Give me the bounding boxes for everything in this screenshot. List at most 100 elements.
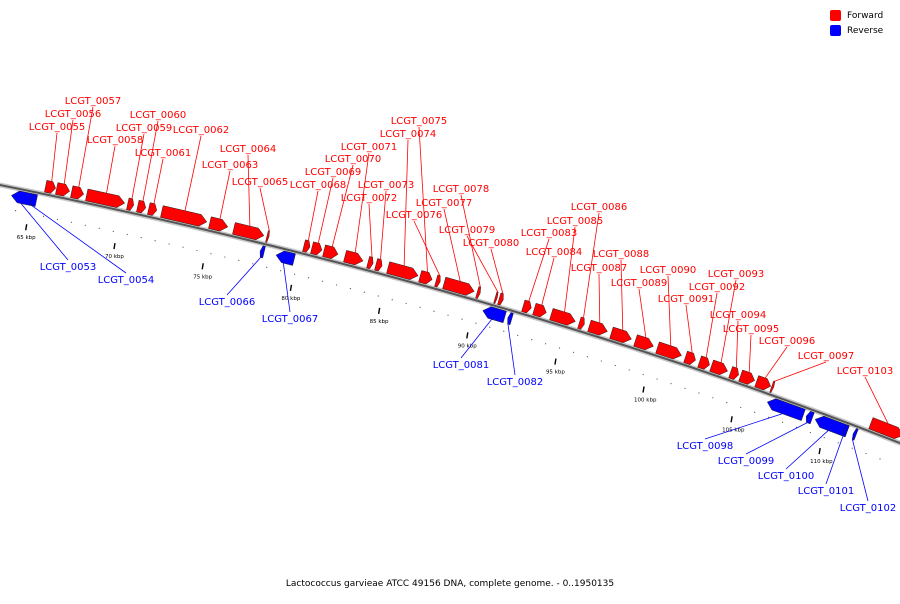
scale-dot [42,215,45,217]
gene-arrow [805,410,815,425]
gene-arrow [442,276,475,296]
axis-tick-mark [113,242,116,250]
gene-label: LCGT_0058 [87,135,144,146]
gene-leader-line [528,238,550,302]
gene-label: LCGT_0056 [45,109,102,120]
scale-dot [447,314,449,316]
gene-leader-line [620,259,624,331]
gene-leader-line [852,439,869,502]
gene-arrow [418,270,433,285]
scale-dot [126,233,128,236]
gene-label: LCGT_0060 [130,110,187,121]
scale-dot [865,452,867,455]
gene-label: LCGT_0073 [358,180,415,191]
gene-label: LCGT_0057 [65,96,122,107]
scale-dot [642,373,644,376]
gene-arrow [587,319,608,336]
gene-label: LCGT_0091 [658,294,715,305]
gene-leader-line [403,139,409,266]
gene-leader-line [247,154,251,227]
scale-dot [698,392,700,394]
gene-leader-line [507,324,516,376]
scale-dot [266,266,268,268]
gene-arrow [769,380,776,393]
gene-label: LCGT_0074 [380,129,437,140]
scale-dot [419,306,421,308]
scale-dot [433,310,435,312]
scale-dot [503,330,505,332]
scale-dot [56,218,59,220]
gene-label: LCGT_0066 [199,297,256,308]
gene-arrow [532,302,547,318]
scale-dot [726,402,728,404]
gene-arrow [434,274,441,288]
gene-label: LCGT_0082 [487,377,544,388]
gene-arrow [633,334,654,351]
gene-leader-line [583,212,600,318]
gene-label: LCGT_0103 [837,366,894,377]
legend-item-reverse: Reverse [830,23,890,38]
gene-label: LCGT_0075 [391,116,448,127]
gene-leader-line [63,119,74,185]
gene-leader-line [774,361,827,382]
gene-arrow [322,244,339,260]
gene-leader-line [541,257,555,306]
gene-arrow [386,261,419,280]
scale-dot [377,295,379,297]
gene-label: LCGT_0063 [202,160,259,171]
scale-dot [879,458,881,460]
gene-leader-line [20,203,69,261]
scale-dot [14,210,17,212]
gene-leader-line [764,346,788,379]
axis-tick-mark [730,416,733,423]
gene-label: LCGT_0093 [708,269,765,280]
gene-leader-line [667,275,672,346]
gene-arrow [482,306,507,324]
gene-arrow [507,312,514,326]
gene-label: LCGT_0084 [526,247,583,258]
gene-label: LCGT_0064 [220,144,277,155]
scale-dot [210,253,212,255]
gene-arrow [30,193,38,207]
gene-leader-line [219,170,231,219]
gene-label: LCGT_0090 [640,265,697,276]
gene-label: LCGT_0081 [433,360,490,371]
gene-leader-line [354,152,370,253]
scale-dot [461,318,463,320]
gene-arrow [766,398,806,421]
gene-leader-line [184,135,202,211]
gene-label: LCGT_0053 [40,262,97,273]
gene-leader-line [78,106,94,188]
gene-arrow [697,355,710,370]
gene-label: LCGT_0076 [386,210,443,221]
scale-dot [572,351,575,353]
gene-leader-line [705,292,718,358]
scale-dot [252,263,254,265]
gene-arrow [85,188,126,208]
gene-arrow [738,369,755,385]
gene-label: LCGT_0094 [710,310,767,321]
gene-label: LCGT_0086 [571,202,628,213]
gene-label: LCGT_0096 [759,336,816,347]
gene-arrow [868,417,900,439]
gene-label: LCGT_0099 [718,456,775,467]
gene-arrow [709,359,728,376]
gene-label: LCGT_0054 [98,275,155,286]
gene-leader-line [785,430,829,470]
axis-tick-mark [818,447,821,455]
legend-swatch-reverse [830,25,841,36]
gene-leader-line [31,205,127,274]
gene-label: LCGT_0095 [723,324,780,335]
scale-dot [349,287,352,290]
gene-arrow [208,216,229,232]
gene-leader-line [466,235,499,293]
gene-arrow [577,316,585,330]
gene-label: LCGT_0069 [305,167,362,178]
gene-arrow [655,341,682,360]
scale-dot [754,411,756,413]
gene-leader-line [704,413,783,440]
gene-leader-line [307,190,319,241]
gene-leader-line [564,226,576,312]
gene-leader-line [51,132,58,182]
scale-dot [851,447,853,449]
